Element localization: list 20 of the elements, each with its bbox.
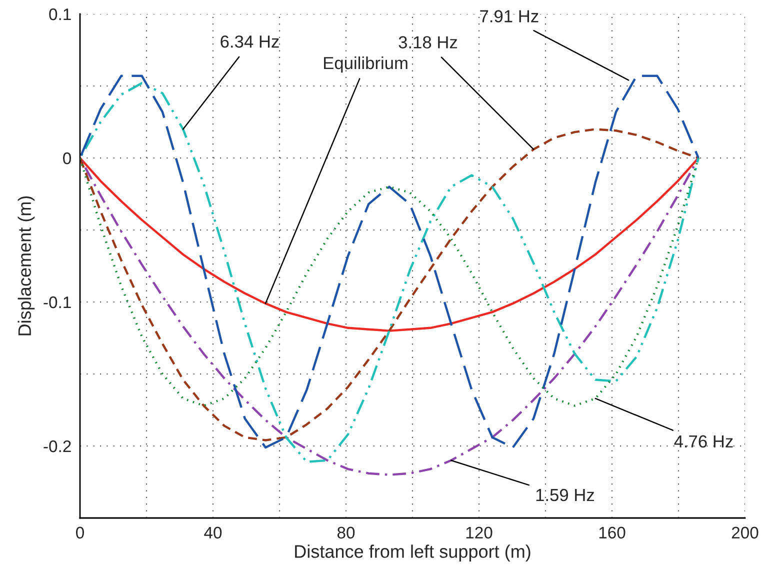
annotation: 1.59 Hz	[536, 488, 594, 502]
annotation: 3.18 Hz	[398, 36, 458, 48]
line-series	[80, 156, 700, 407]
x-tick-label: 200	[732, 526, 758, 539]
y-tick-label: 0	[63, 152, 72, 164]
x-tick-label: 160	[599, 526, 626, 539]
x-axis-title: Distance from left support (m)	[295, 544, 530, 562]
x-tick-label: 40	[204, 526, 222, 539]
line-series	[80, 156, 700, 332]
annotation: 7.91 Hz	[480, 10, 538, 22]
y-axis-title: Displacement (m)	[18, 196, 35, 336]
x-tick-label: 0	[76, 526, 84, 539]
y-tick-label: -0.1	[44, 296, 71, 308]
x-tick-label: 80	[337, 526, 355, 539]
y-tick-label: 0.1	[49, 8, 71, 20]
annotation: Equilibrium	[324, 56, 408, 73]
annotation: 4.76 Hz	[674, 435, 733, 448]
y-tick-label: -0.2	[44, 440, 71, 452]
x-tick-label: 120	[466, 526, 492, 539]
annotation: 6.34 Hz	[220, 35, 279, 48]
